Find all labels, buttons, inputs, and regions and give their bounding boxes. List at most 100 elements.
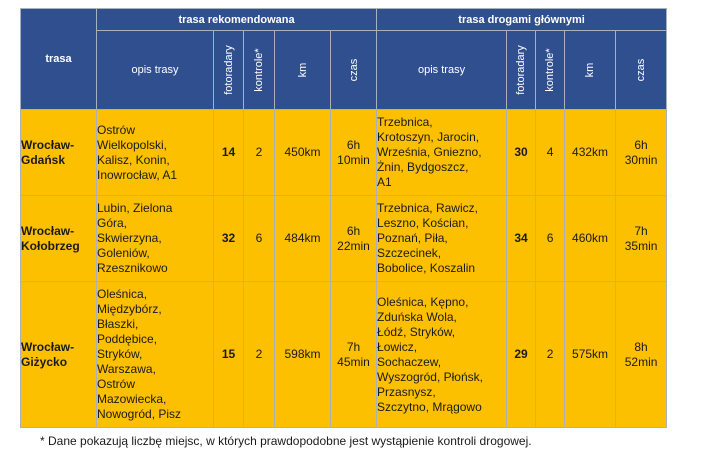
opis-trasy-line: A1 — [377, 175, 392, 189]
opis-trasy-recommended-cell: Lubin, Zielona Góra, Skwierzyna, Goleniów, R… — [96, 195, 214, 282]
header-fotoradary-main-roads: fotoradary — [506, 30, 537, 110]
opis-trasy-line: Oleśnica, — [97, 287, 148, 301]
opis-trasy-line: Mazowiecka, — [97, 392, 167, 406]
czas-line: 30min — [624, 152, 658, 167]
czas-line: 8h — [634, 339, 648, 354]
opis-trasy-line: Wyszogród, Płońsk, — [377, 369, 483, 384]
opis-trasy-main-roads-cell: Trzebnica, Rawicz, Leszno, Kościan, Poznań… — [376, 195, 508, 282]
opis-trasy-line: Łódź, Stryków, — [377, 324, 456, 339]
header-row-columns: opis trasy fotoradary kontrole* km czas … — [21, 30, 668, 110]
route-name-cell: Wrocław- Kołobrzeg — [20, 195, 97, 282]
opis-trasy-line: Bobolice, Koszalin — [377, 261, 476, 275]
km-main-roads-cell: 432km — [564, 109, 617, 196]
header-fotoradary-recommended: fotoradary — [213, 30, 244, 110]
czas-line: 7h — [634, 223, 648, 238]
header-opis-main-roads: opis trasy — [376, 30, 508, 110]
opis-trasy-line: Góra, — [97, 216, 128, 230]
km-recommended-cell: 598km — [274, 281, 331, 428]
opis-trasy-line: Stryków, — [97, 347, 143, 361]
czas-line: 7h — [346, 339, 361, 354]
czas-main-roads-cell: 7h 35min — [615, 195, 668, 282]
route-name-line: Gdańsk — [21, 152, 66, 167]
opis-trasy-line: Poznań, Piła, — [377, 231, 448, 245]
opis-trasy-line: Szczytno, Mrągowo — [377, 399, 482, 414]
table-body: Wrocław- Gdańsk Ostrów Wielkopolski, Kalisz,… — [20, 109, 668, 428]
route-name-line: Wrocław- — [21, 339, 75, 354]
czas-line: 6h — [346, 223, 361, 238]
fotoradary-recommended-cell: 14 — [213, 109, 244, 196]
opis-trasy-line: Szczecinek, — [377, 246, 442, 260]
opis-trasy-line: Rzesznikowo — [97, 261, 168, 275]
opis-trasy-line: Warszawa, — [97, 362, 156, 376]
opis-trasy-line: Kalisz, Konin, — [97, 152, 170, 167]
km-recommended-cell: 484km — [274, 195, 331, 282]
opis-trasy-line: Leszno, Kościan, — [377, 216, 469, 230]
czas-main-roads-cell: 8h 52min — [615, 281, 668, 428]
czas-line: 35min — [624, 238, 658, 253]
opis-trasy-line: Trzebnica, Rawicz, — [377, 201, 478, 215]
km-recommended-cell: 450km — [274, 109, 331, 196]
opis-trasy-line: Lubin, Zielona — [97, 201, 173, 215]
czas-recommended-cell: 7h 45min — [329, 281, 378, 428]
header-trasa: trasa — [20, 8, 97, 110]
kontrole-recommended-cell: 2 — [243, 281, 275, 428]
opis-trasy-line: Zduńska Wola, — [377, 309, 457, 324]
route-name-cell: Wrocław- Gdańsk — [20, 109, 97, 196]
opis-trasy-line: Przasnysz, — [377, 384, 436, 399]
kontrole-recommended-cell: 6 — [243, 195, 275, 282]
header-group-recommended: trasa rekomendowana — [95, 8, 378, 31]
opis-trasy-line: Nowogród, Pisz — [97, 407, 182, 421]
czas-line: 10min — [337, 152, 370, 167]
czas-line: 6h — [634, 137, 648, 152]
opis-trasy-line: Września, Gniezno, — [377, 145, 482, 159]
fotoradary-recommended-cell: 32 — [213, 195, 244, 282]
opis-trasy-line: Trzebnica, — [377, 115, 433, 129]
opis-trasy-line: Krotoszyn, Jarocin, — [377, 130, 480, 144]
route-name-line: Kołobrzeg — [21, 238, 80, 253]
fotoradary-main-roads-cell: 30 — [506, 109, 537, 196]
route-name-line: Wrocław- — [21, 137, 75, 152]
kontrole-recommended-cell: 2 — [243, 109, 275, 196]
czas-main-roads-cell: 6h 30min — [615, 109, 668, 196]
header-kontrole-recommended: kontrole* — [243, 30, 275, 110]
header-opis-recommended: opis trasy — [96, 30, 214, 110]
table-row: Wrocław- Kołobrzeg Lubin, Zielona Góra, Skwi… — [20, 195, 668, 282]
czas-line: 45min — [337, 354, 370, 369]
opis-trasy-line: Międzybórz, — [97, 302, 162, 316]
opis-trasy-line: Łowicz, — [377, 339, 418, 354]
header-group-main-roads: trasa drogami głównymi — [376, 8, 668, 31]
opis-trasy-main-roads-cell: Trzebnica, Krotoszyn, Jarocin, Września, G… — [376, 109, 508, 196]
czas-recommended-cell: 6h 22min — [329, 195, 378, 282]
opis-trasy-line: Poddębice, — [97, 332, 158, 346]
fotoradary-recommended-cell: 15 — [213, 281, 244, 428]
route-name-line: Wrocław- — [21, 223, 75, 238]
km-main-roads-cell: 575km — [564, 281, 617, 428]
opis-trasy-line: Ostrów — [97, 122, 136, 137]
opis-trasy-main-roads-cell: Oleśnica, Kępno, Zduńska Wola, Łódź, Stryk… — [376, 281, 508, 428]
kontrole-main-roads-cell: 2 — [535, 281, 566, 428]
czas-recommended-cell: 6h 10min — [329, 109, 378, 196]
table-row: Wrocław- Gdańsk Ostrów Wielkopolski, Kalisz,… — [20, 109, 668, 196]
header-kontrole-main-roads: kontrole* — [535, 30, 566, 110]
opis-trasy-line: Goleniów, — [97, 246, 150, 260]
footnote: * Dane pokazują liczbę miejsc, w których… — [40, 434, 532, 448]
kontrole-main-roads-cell: 4 — [535, 109, 566, 196]
route-name-line: Giżycko — [21, 354, 68, 369]
czas-line: 22min — [337, 238, 370, 253]
opis-trasy-line: Inowrocław, A1 — [97, 167, 178, 182]
routes-table: trasa trasa rekomendowana trasa drogami … — [20, 8, 668, 428]
header-czas-main-roads: czas — [615, 30, 668, 110]
kontrole-main-roads-cell: 6 — [535, 195, 566, 282]
czas-line: 6h — [346, 137, 361, 152]
header-km-main-roads: km — [564, 30, 617, 110]
opis-trasy-recommended-cell: Ostrów Wielkopolski, Kalisz, Konin, Inowroc… — [96, 109, 214, 196]
fotoradary-main-roads-cell: 29 — [506, 281, 537, 428]
opis-trasy-line: Oleśnica, Kępno, — [377, 294, 469, 309]
opis-trasy-line: Wielkopolski, — [97, 137, 168, 152]
opis-trasy-line: Żnin, Bydgoszcz, — [377, 160, 469, 174]
fotoradary-main-roads-cell: 34 — [506, 195, 537, 282]
opis-trasy-line: Sochaczew, — [377, 354, 442, 369]
header-km-recommended: km — [274, 30, 331, 110]
table-row: Wrocław- Giżycko Oleśnica, Międzybórz, Błasz… — [20, 281, 668, 428]
opis-trasy-line: Błaszki, — [97, 317, 139, 331]
